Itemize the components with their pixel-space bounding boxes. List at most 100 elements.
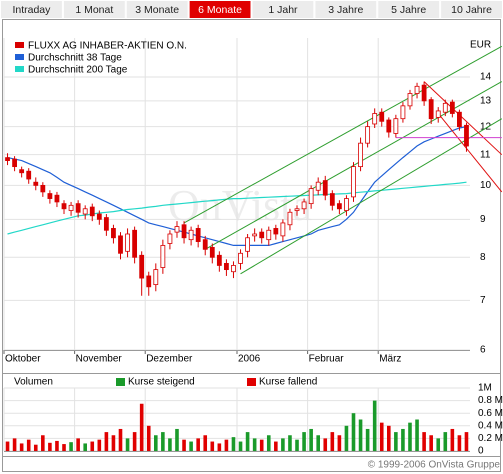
candle-body — [209, 246, 215, 258]
volume-bar — [161, 432, 165, 451]
x-tick-label: Februar — [309, 354, 345, 365]
legend-swatch — [15, 66, 24, 72]
volume-bar — [457, 435, 462, 451]
candle-body — [19, 169, 25, 174]
candle-body — [379, 111, 385, 122]
frame — [2, 19, 501, 472]
x-tick-label: November — [76, 354, 123, 365]
candle-body — [449, 101, 455, 114]
volume-bar — [323, 438, 328, 451]
candle-body — [231, 265, 236, 273]
candle-body — [40, 184, 46, 193]
volume-bar — [394, 432, 398, 451]
candle-body — [266, 229, 272, 241]
tab[interactable]: Intraday — [0, 0, 63, 19]
volume-bar — [302, 432, 306, 451]
volume-bar — [415, 419, 419, 451]
candle-body — [287, 211, 293, 226]
y-tick-label: 0.4 M — [478, 420, 503, 431]
volume-bar — [252, 438, 257, 451]
tab-label: 10 Jahre — [451, 4, 492, 16]
volume-bar — [97, 439, 102, 451]
volume-bar — [5, 441, 10, 451]
legend-swatch — [247, 378, 256, 386]
legend-swatch — [15, 54, 24, 60]
y-tick-label: 6 — [480, 345, 486, 356]
candle-body — [273, 228, 279, 235]
candle-body — [280, 222, 286, 237]
tab[interactable]: 5 Jahre — [377, 0, 441, 19]
tab-bg — [314, 0, 378, 19]
legend-label: Durchschnitt 38 Tage — [28, 53, 122, 64]
candle-body — [294, 208, 300, 211]
tab-bg — [251, 0, 315, 19]
volume-bar — [19, 443, 24, 451]
volume-bar — [182, 439, 186, 451]
volume-bar — [55, 440, 59, 451]
volume-label: Volumen — [14, 377, 53, 388]
candle-body — [315, 181, 321, 191]
candle-body — [365, 126, 371, 144]
volume-bar — [309, 428, 313, 451]
volume-bar — [217, 443, 222, 451]
volume-bar — [344, 425, 349, 451]
volume-bar — [139, 403, 144, 451]
volume-bar — [33, 444, 38, 451]
legend-swatch — [15, 42, 24, 48]
tab[interactable]: 3 Monate — [125, 0, 189, 19]
volume-bar — [450, 428, 455, 451]
candle-body — [54, 194, 60, 203]
y-tick-label: 0.2 M — [478, 433, 503, 444]
candle-body — [336, 203, 342, 210]
candle-body — [322, 180, 328, 196]
candle-body — [358, 142, 363, 168]
volume-bar — [168, 438, 172, 451]
volume-bar — [111, 435, 116, 451]
moving-average — [7, 181, 467, 235]
volume-bar — [337, 435, 342, 451]
tab-bg — [125, 0, 189, 19]
candle-body — [245, 237, 250, 252]
trend-line — [183, 45, 503, 224]
tab[interactable]: 1 Jahr — [251, 0, 315, 19]
candle-body — [33, 181, 39, 186]
volume-bar — [274, 441, 278, 451]
tab-label: 5 Jahre — [391, 4, 426, 16]
legend-swatch — [116, 378, 125, 386]
candle-body — [167, 233, 173, 244]
y-tick-label: 13 — [480, 95, 492, 106]
candle-body — [146, 275, 152, 288]
candle-body — [351, 166, 356, 198]
volume-bar — [83, 443, 87, 451]
candle-body — [259, 231, 265, 239]
candle-body — [26, 170, 32, 180]
volume-bar — [401, 428, 405, 451]
x-tick-label: 2006 — [238, 354, 261, 365]
volume-bar — [408, 422, 412, 451]
tab-label: Intraday — [12, 4, 51, 16]
candle-body — [435, 110, 441, 118]
volume-bar — [90, 441, 95, 451]
volume-bar — [175, 428, 179, 451]
tab[interactable]: 6 Monate — [188, 0, 252, 19]
tab-label: 3 Jahre — [328, 4, 363, 16]
volume-bar — [76, 438, 80, 451]
candle-body — [61, 203, 67, 210]
volume-bar — [48, 442, 52, 451]
candle-body — [181, 224, 187, 239]
y-tick-label: 10 — [480, 180, 492, 191]
tab[interactable]: 1 Monat — [62, 0, 126, 19]
candle-body — [252, 233, 258, 237]
candle-body — [153, 269, 159, 286]
x-tick-label: Oktober — [5, 354, 41, 365]
y-tick-label: 0.6 M — [478, 408, 503, 419]
copyright: © 1999-2006 OnVista Gruppe — [368, 460, 501, 471]
tab-bg — [188, 0, 252, 19]
tab[interactable]: 3 Jahre — [314, 0, 378, 19]
volume-bar — [189, 441, 193, 451]
volume-bar — [288, 435, 292, 451]
tab[interactable]: 10 Jahre — [440, 0, 503, 19]
candle-body — [308, 188, 314, 205]
volume-bar — [295, 439, 299, 451]
candle-body — [12, 158, 17, 168]
